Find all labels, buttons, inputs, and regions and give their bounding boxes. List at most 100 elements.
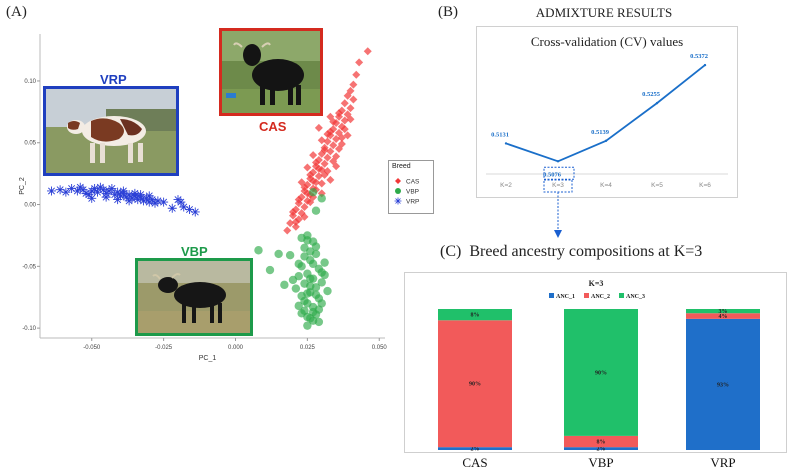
cas-point [343, 91, 352, 100]
anc-segment-label: 8% [471, 313, 480, 319]
vrp-point [81, 188, 91, 198]
vbp-point [311, 206, 321, 215]
anc-legend-label: ANC_2 [591, 294, 610, 300]
vbp-point [308, 316, 318, 325]
cas-point [340, 116, 349, 125]
vbp-point [303, 289, 312, 298]
cv-category-label: K=4 [600, 182, 612, 189]
vrp-point [55, 185, 65, 195]
legend-label: CAS [406, 179, 420, 186]
anc-bar-segment [686, 309, 760, 314]
legend-marker-vbp [395, 188, 401, 194]
pca-scatter-plot: -0.050 -0.025 0.000 0.025 0.050 -0.10 -0.05 0.0… [19, 34, 387, 362]
cas-point [340, 125, 349, 134]
panel-c-header: (C) Breed ancestry compositions at K=3 [440, 243, 702, 261]
pca-y-tick-label: 0.00 [24, 203, 36, 209]
cv-category-label: K=2 [500, 182, 512, 189]
cas-point [314, 164, 323, 173]
vrp-point [130, 188, 140, 198]
legend-label: VRP [406, 199, 419, 206]
cas-point [314, 123, 323, 132]
anc-segment-label: 3% [719, 309, 728, 315]
vbp-point [314, 305, 324, 314]
cv-point [703, 63, 707, 67]
cv-point [504, 142, 508, 145]
vrp-point [153, 196, 163, 206]
cas-point [306, 170, 315, 179]
vbp-photo-caption: VBP [181, 244, 208, 259]
cas-point [363, 47, 372, 56]
vrp-point [159, 197, 169, 207]
cv-chart-title: Cross-validation (CV) values [531, 34, 683, 49]
cas-point [297, 178, 306, 187]
anc-category-label: VRP [710, 455, 735, 470]
cas-point [312, 158, 320, 167]
vbp-point [306, 247, 315, 256]
pca-y-tick-label: 0.05 [24, 141, 36, 147]
vrp-point [93, 187, 102, 197]
vrp-point [61, 187, 71, 197]
cas-point [320, 170, 329, 179]
cv-value-label: 0.5372 [690, 53, 708, 60]
arrow-head [554, 230, 562, 238]
vrp-point [107, 183, 117, 193]
cas-point [323, 153, 332, 162]
vbp-point [311, 290, 321, 299]
vrp-point [136, 190, 146, 200]
anc-legend-swatch [619, 293, 624, 298]
cas-point [326, 175, 335, 184]
vbp-point [254, 246, 263, 255]
cv-category-label: K=5 [651, 182, 663, 189]
vrp-point [190, 207, 200, 217]
vrp-point [144, 191, 154, 201]
cas-point [314, 172, 323, 181]
pca-x-tick-label: -0.050 [83, 345, 101, 351]
vbp-point [291, 284, 301, 293]
vbp-point [317, 194, 326, 203]
cv-marks: 0.5131 K=2 0.5076 K=3 0.5139 K=4 0.5255 K=5 0.53… [491, 53, 711, 189]
cas-point [320, 146, 329, 155]
vbp-point [323, 286, 332, 296]
anc-legend-swatch [549, 293, 554, 298]
vrp-point [167, 203, 177, 213]
cas-point [343, 131, 352, 140]
cv-category-label: K=6 [699, 182, 711, 189]
vrp-point [87, 193, 97, 203]
anc-segment-label: 4% [719, 314, 728, 320]
panel-b-label: (B) [438, 4, 458, 20]
anc-bar-segment [438, 447, 512, 450]
cas-cow-image [222, 31, 320, 113]
vbp-point [311, 242, 321, 251]
cas-point [294, 195, 303, 204]
legend-label: VBP [406, 189, 419, 196]
vbp-point [294, 301, 303, 311]
anc-chart-title: K=3 [589, 279, 604, 288]
vrp-point [90, 183, 100, 193]
cas-point [332, 162, 341, 171]
cv-value-label: 0.5131 [491, 131, 509, 138]
cv-category-label: K=3 [552, 182, 564, 189]
panel-b-heading: ADMIXTURE RESULTS [535, 5, 673, 20]
vbp-point [288, 275, 298, 285]
legend-markers: CAS VBP VRP [394, 178, 420, 206]
anc-legend-swatch [584, 293, 589, 298]
anc-segment-label: 90% [595, 370, 607, 376]
vrp-point [95, 182, 105, 192]
vbp-point [294, 259, 303, 269]
vbp-point [285, 251, 295, 260]
pca-y-tick-label: -0.05 [22, 264, 36, 270]
vbp-point [306, 281, 315, 291]
anc-segment-label: 2% [471, 447, 480, 453]
vbp-point [297, 233, 306, 243]
vbp-cow-photo [135, 258, 253, 336]
cv-value-label: 0.5255 [642, 91, 661, 98]
cas-point [320, 159, 329, 168]
vbp-point [297, 309, 306, 318]
k3-highlight-arrow [543, 179, 573, 238]
ancestry-stacked-bar-chart: K=3 ANC_1 ANC_2 ANC_3 2%90%8%CAS2%8%90%VBP… [404, 272, 787, 470]
anc-category-label: CAS [462, 455, 487, 470]
cas-point [326, 112, 335, 121]
pca-x-axis-label: PC_1 [199, 355, 217, 362]
cas-point [335, 144, 343, 153]
cas-point [346, 104, 355, 113]
